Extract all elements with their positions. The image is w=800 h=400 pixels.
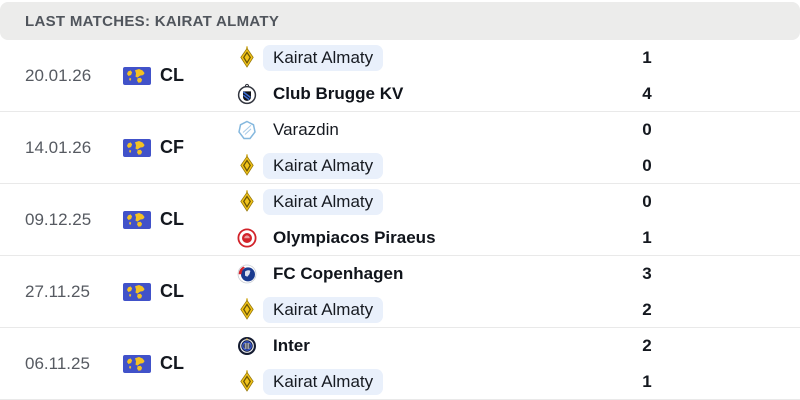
kairat-almaty-crest bbox=[237, 298, 257, 322]
competition-code: CL bbox=[160, 353, 184, 373]
match-row[interactable]: 09.12.25 CL Kairat Almaty 0 Olympiacos P… bbox=[0, 184, 800, 256]
world-flag-icon bbox=[123, 354, 151, 373]
home-team-score: 3 bbox=[642, 263, 652, 283]
competition-code: CF bbox=[160, 137, 184, 157]
away-team-name: Club Brugge KV bbox=[273, 83, 404, 103]
competition-cell: CF bbox=[123, 137, 237, 158]
home-team-line: Kairat Almaty 0 bbox=[237, 184, 655, 220]
away-team-line: Olympiacos Piraeus 1 bbox=[237, 220, 655, 256]
match-row[interactable]: 06.11.25 CL Inter 2 Kairat Almaty 1 bbox=[0, 328, 800, 400]
teams-cell: Inter 2 Kairat Almaty 1 bbox=[237, 328, 800, 400]
match-row[interactable]: 14.01.26 CF Varazdin 0 Kairat Almaty 0 bbox=[0, 112, 800, 184]
away-team-name: Kairat Almaty bbox=[263, 368, 384, 395]
home-team-line: Inter 2 bbox=[237, 328, 655, 364]
match-row[interactable]: 27.11.25 CL FC Copenhagen 3 Kairat Almat… bbox=[0, 256, 800, 328]
away-team-name: Kairat Almaty bbox=[263, 152, 384, 179]
inter-crest bbox=[237, 334, 257, 358]
home-team-name: Varazdin bbox=[273, 119, 339, 139]
kairat-almaty-crest bbox=[237, 154, 257, 178]
competition-code: CL bbox=[160, 281, 184, 301]
competition-cell: CL bbox=[123, 65, 237, 86]
varazdin-crest bbox=[237, 118, 257, 142]
club-brugge-crest bbox=[237, 82, 257, 106]
competition-code: CL bbox=[160, 209, 184, 229]
world-flag-icon bbox=[123, 210, 151, 229]
competition-cell: CL bbox=[123, 209, 237, 230]
home-team-line: FC Copenhagen 3 bbox=[237, 256, 655, 292]
home-team-name: Inter bbox=[273, 335, 310, 355]
away-team-name: Olympiacos Piraeus bbox=[273, 227, 436, 247]
olympiacos-crest bbox=[237, 226, 257, 250]
home-team-score: 0 bbox=[642, 119, 652, 139]
world-flag-icon bbox=[123, 66, 151, 85]
match-date: 14.01.26 bbox=[25, 137, 92, 157]
match-date: 06.11.25 bbox=[25, 353, 90, 373]
away-team-score: 1 bbox=[642, 227, 652, 247]
match-date: 27.11.25 bbox=[25, 281, 90, 301]
home-team-line: Kairat Almaty 1 bbox=[237, 40, 655, 76]
match-date: 20.01.26 bbox=[25, 65, 92, 85]
home-team-name: FC Copenhagen bbox=[273, 263, 404, 283]
home-team-score: 1 bbox=[642, 47, 652, 67]
teams-cell: Varazdin 0 Kairat Almaty 0 bbox=[237, 112, 800, 184]
home-team-name: Kairat Almaty bbox=[263, 44, 384, 71]
away-team-line: Kairat Almaty 2 bbox=[237, 292, 655, 328]
competition-cell: CL bbox=[123, 281, 237, 302]
fc-copenhagen-crest bbox=[237, 262, 257, 286]
world-flag-icon bbox=[123, 282, 151, 301]
away-team-line: Kairat Almaty 0 bbox=[237, 148, 655, 184]
match-date: 09.12.25 bbox=[25, 209, 92, 229]
away-team-line: Club Brugge KV 4 bbox=[237, 76, 655, 112]
world-flag-icon bbox=[123, 138, 151, 157]
home-team-score: 0 bbox=[642, 191, 652, 211]
away-team-score: 1 bbox=[642, 371, 652, 391]
home-team-line: Varazdin 0 bbox=[237, 112, 655, 148]
competition-code: CL bbox=[160, 65, 184, 85]
teams-cell: FC Copenhagen 3 Kairat Almaty 2 bbox=[237, 256, 800, 328]
widget-header: LAST MATCHES: KAIRAT ALMATY bbox=[0, 2, 800, 40]
matches-table: 20.01.26 CL Kairat Almaty 1 Club Brugge … bbox=[0, 40, 800, 400]
away-team-line: Kairat Almaty 1 bbox=[237, 364, 655, 400]
teams-cell: Kairat Almaty 0 Olympiacos Piraeus 1 bbox=[237, 184, 800, 256]
match-row[interactable]: 20.01.26 CL Kairat Almaty 1 Club Brugge … bbox=[0, 40, 800, 112]
home-team-score: 2 bbox=[642, 335, 652, 355]
kairat-almaty-crest bbox=[237, 46, 257, 70]
widget-title: LAST MATCHES: KAIRAT ALMATY bbox=[25, 12, 280, 30]
away-team-score: 2 bbox=[642, 299, 652, 319]
away-team-score: 4 bbox=[642, 83, 652, 103]
competition-cell: CL bbox=[123, 353, 237, 374]
away-team-name: Kairat Almaty bbox=[263, 296, 384, 323]
kairat-almaty-crest bbox=[237, 190, 257, 214]
teams-cell: Kairat Almaty 1 Club Brugge KV 4 bbox=[237, 40, 800, 112]
kairat-almaty-crest bbox=[237, 370, 257, 394]
away-team-score: 0 bbox=[642, 155, 652, 175]
home-team-name: Kairat Almaty bbox=[263, 188, 384, 215]
